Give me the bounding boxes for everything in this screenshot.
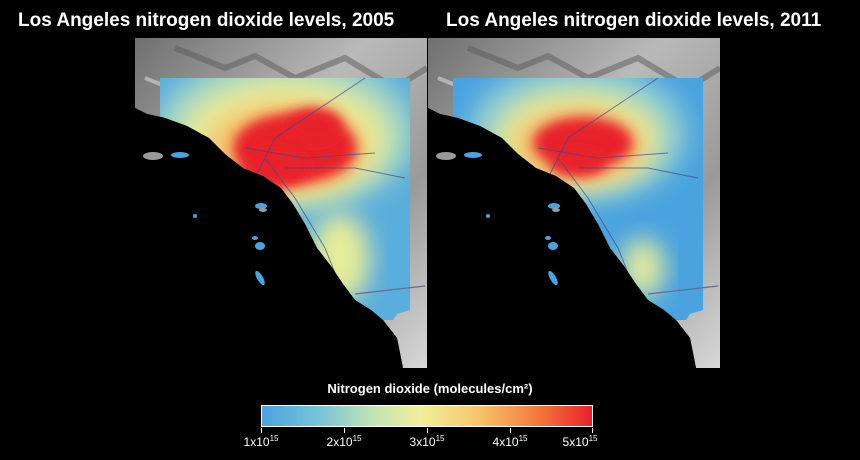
colorbar-tick bbox=[344, 428, 345, 433]
colorbar-tick bbox=[592, 428, 593, 433]
colorbar-tick-label: 4x1015 bbox=[492, 434, 528, 449]
colorbar-tick-label: 5x1015 bbox=[562, 434, 598, 449]
map-2005 bbox=[135, 38, 427, 368]
colorbar-tick-label: 3x1015 bbox=[409, 434, 445, 449]
ocean bbox=[135, 108, 403, 368]
map-2011 bbox=[428, 38, 720, 368]
ocean bbox=[428, 108, 696, 368]
colorbar bbox=[261, 405, 593, 427]
map-title-2011: Los Angeles nitrogen dioxide levels, 201… bbox=[446, 10, 822, 31]
colorbar-tick bbox=[510, 428, 511, 433]
colorbar-tick bbox=[261, 428, 262, 433]
colorbar-tick-label: 2x1015 bbox=[326, 434, 362, 449]
colorbar-tick-label: 1x1015 bbox=[243, 434, 279, 449]
colorbar-title: Nitrogen dioxide (molecules/cm²) bbox=[327, 381, 533, 396]
colorbar-tick bbox=[427, 428, 428, 433]
map-title-2005: Los Angeles nitrogen dioxide levels, 200… bbox=[18, 10, 395, 31]
